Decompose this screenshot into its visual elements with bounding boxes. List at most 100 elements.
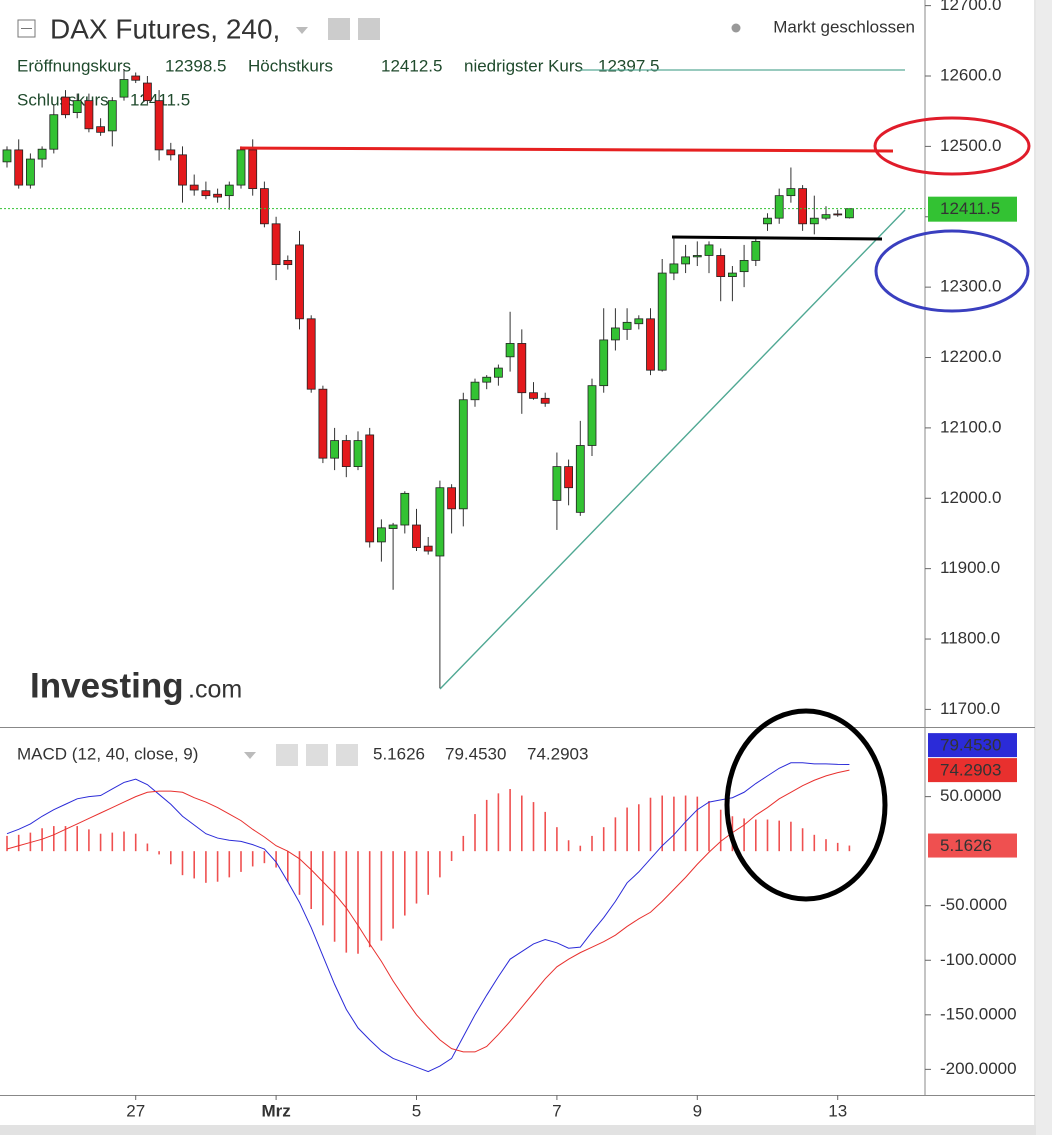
candle-body — [318, 388, 328, 459]
candle-body — [178, 154, 187, 186]
y-tick-label: -50.0000 — [940, 895, 1007, 914]
status-dot — [731, 23, 741, 33]
candle-body — [341, 440, 351, 468]
candle-body — [599, 339, 609, 387]
candle-body — [681, 256, 690, 265]
candle-body — [634, 318, 644, 325]
candle-body — [482, 376, 492, 383]
candle-body — [224, 184, 234, 197]
candle-body — [552, 466, 562, 501]
y-tick-label: 50.0000 — [940, 786, 1001, 805]
last-value-label: 79.4530 — [940, 736, 1001, 755]
candle-body — [49, 114, 59, 150]
dropdown-icon[interactable] — [296, 27, 308, 34]
dropdown-icon[interactable] — [244, 752, 256, 759]
candle-body — [201, 190, 211, 197]
x-tick-label: 5 — [412, 1101, 421, 1120]
candle-body — [283, 259, 293, 266]
x-tick-label: 13 — [828, 1101, 847, 1120]
settings-icon[interactable] — [358, 18, 380, 40]
candle-body — [505, 343, 515, 358]
scrollbar[interactable] — [1036, 0, 1052, 1135]
candle-body — [154, 100, 164, 151]
candle-body — [423, 545, 433, 552]
candle-body — [529, 392, 538, 399]
candle-body — [751, 240, 761, 261]
candle-body — [142, 82, 152, 102]
y-tick-label: 12000.0 — [940, 488, 1001, 507]
y-tick-label: 12600.0 — [940, 65, 1001, 84]
candle-body — [388, 524, 398, 529]
support-line — [671, 235, 883, 241]
y-tick-label: -200.0000 — [940, 1059, 1017, 1078]
candle-body — [821, 214, 831, 219]
resistance-line — [239, 146, 894, 153]
candle-body — [833, 213, 843, 216]
x-tick-label: 27 — [126, 1101, 145, 1120]
last-price-label: 12411.5 — [940, 199, 1000, 218]
candle-body — [37, 148, 47, 160]
candle-body — [295, 244, 304, 320]
legend-macd-value: 79.4530 — [445, 744, 506, 763]
candle-body — [107, 100, 117, 132]
y-tick-label: 12300.0 — [940, 277, 1001, 296]
collapse-icon[interactable] — [17, 19, 36, 38]
candle-body — [646, 318, 655, 371]
y-tick-label: 11800.0 — [940, 629, 1000, 648]
legend-histogram-value: 5.1626 — [373, 744, 425, 763]
candle-body — [166, 149, 176, 156]
close-icon[interactable] — [336, 744, 358, 766]
candle-body — [435, 487, 445, 557]
last-value-box — [928, 758, 1017, 783]
candle-body — [493, 367, 503, 378]
bottom-strip — [0, 1125, 1036, 1135]
candle-body — [25, 158, 35, 186]
candle-body — [458, 399, 468, 510]
market-status: Markt geschlossen — [773, 17, 915, 36]
candle-body — [236, 149, 246, 186]
candle-body — [575, 445, 585, 513]
candle-body — [72, 100, 82, 114]
candle-body — [611, 327, 620, 341]
candle-body — [330, 440, 340, 459]
candle-body — [470, 381, 480, 401]
chart-title: DAX Futures, 240, — [50, 13, 280, 44]
candle-body — [131, 75, 141, 81]
settings-icon[interactable] — [306, 744, 328, 766]
candle-body — [306, 318, 316, 390]
candle-body — [669, 263, 679, 274]
macd-title: MACD (12, 40, close, 9) — [17, 744, 198, 763]
low-value: 12397.5 — [598, 56, 659, 75]
candle-body — [412, 524, 421, 548]
candle-body — [353, 440, 363, 468]
visibility-icon[interactable] — [276, 744, 298, 766]
candle-body — [692, 255, 702, 258]
y-tick-label: 11700.0 — [940, 699, 1000, 718]
candle-body — [728, 272, 737, 277]
last-price-box — [928, 196, 1017, 222]
black-ellipse — [724, 708, 888, 902]
candle-body — [447, 487, 457, 510]
candle-body — [365, 434, 375, 543]
candle-body — [376, 527, 386, 543]
last-value-box — [928, 833, 1017, 858]
low-label: niedrigster Kurs — [464, 56, 583, 75]
candle-body — [96, 126, 105, 133]
y-tick-label: 12200.0 — [940, 347, 1001, 366]
candle-body — [14, 149, 24, 186]
visibility-icon[interactable] — [328, 18, 350, 40]
y-tick-label: 12700.0 — [940, 0, 1001, 14]
candle-body — [587, 385, 597, 446]
high-value: 12412.5 — [381, 56, 442, 75]
candle-body — [119, 79, 129, 98]
candle-body — [213, 193, 223, 198]
candle-body — [61, 96, 70, 116]
candle-body — [845, 208, 854, 219]
candle-body — [774, 195, 784, 219]
y-tick-label: 11900.0 — [940, 558, 1000, 577]
x-tick-label: 7 — [552, 1101, 561, 1120]
candle-body — [716, 255, 726, 277]
y-tick-label: -150.0000 — [940, 1004, 1017, 1023]
